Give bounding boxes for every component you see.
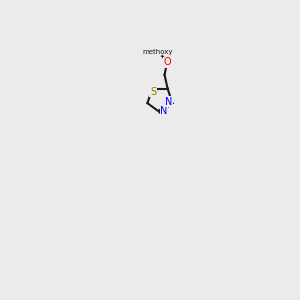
Text: O: O (164, 57, 171, 68)
Text: methoxy: methoxy (142, 49, 173, 55)
Text: N: N (165, 97, 172, 106)
Text: N: N (160, 106, 167, 116)
Text: S: S (150, 87, 156, 97)
